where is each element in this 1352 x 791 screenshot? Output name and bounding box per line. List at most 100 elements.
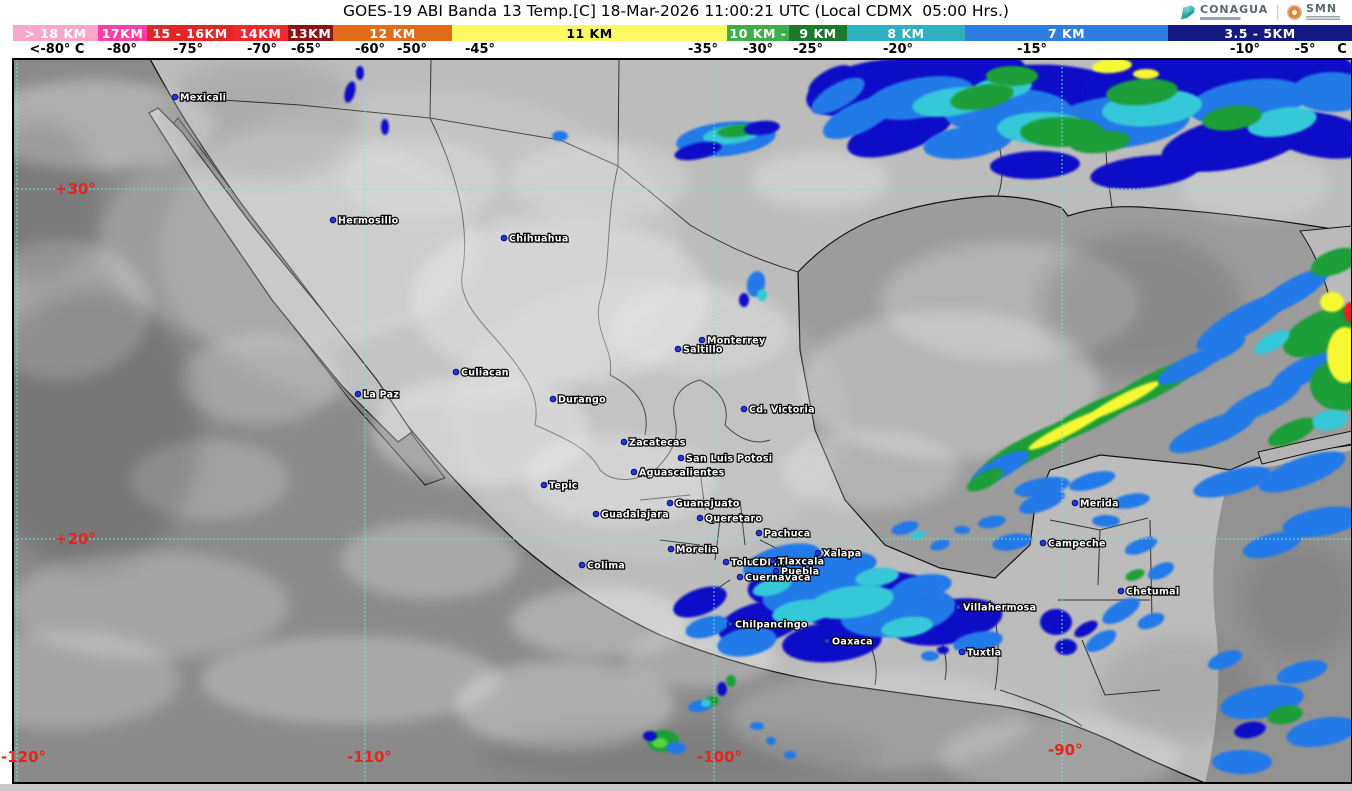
city-marker-dot — [578, 561, 586, 569]
cloud-cell-green — [1283, 306, 1352, 358]
cloud-cell-navy — [1234, 721, 1266, 739]
clear-air-patch — [1040, 235, 1240, 375]
colorbar-segment: 9 KM — [789, 25, 847, 41]
city-marker-dot — [540, 481, 548, 489]
temperature-tick-label: -60° — [355, 42, 385, 57]
clear-air-patch — [160, 60, 360, 180]
colorbar-segment: 15 - 16KM — [147, 25, 233, 41]
cloud-cell-navy — [381, 119, 389, 135]
longitude-label: -100° — [697, 748, 742, 766]
cloud-cell-blue — [1255, 268, 1329, 316]
cloud-cell-cyan — [1247, 106, 1317, 138]
colorbar-segment: 14KM — [233, 25, 288, 41]
smn-logo: SMN — [1287, 3, 1340, 21]
city-marker-dot — [696, 514, 704, 522]
city-label: Xalapa — [823, 549, 861, 560]
city-marker-dot — [722, 558, 730, 566]
city-marker-dot — [171, 93, 179, 101]
cloud-cell-yellow — [1092, 59, 1132, 74]
cloud-cell-navy — [1055, 639, 1077, 655]
city-label: Culiacan — [461, 368, 509, 379]
city-marker-dot — [329, 216, 337, 224]
cloud-cell-green — [1125, 569, 1145, 581]
cloud-cell-green — [1070, 130, 1130, 154]
city-label: Guadalajara — [601, 510, 669, 521]
clear-air-patch — [1240, 540, 1352, 660]
temperature-tick-label: -30° — [743, 42, 773, 57]
cloud-cell-blue — [1282, 506, 1352, 538]
temperature-tick-label: -5° — [1294, 42, 1316, 57]
city-label: Monterrey — [707, 336, 766, 347]
city-marker-dot — [1117, 587, 1125, 595]
city-marker-dot — [592, 510, 600, 518]
temperature-tick-label: -10° — [1230, 42, 1260, 57]
conagua-logo: CONAGUA — [1181, 4, 1268, 20]
cloud-cell-navy — [990, 150, 1080, 180]
cloud-wisp — [940, 715, 1180, 783]
city-marker-dot — [954, 603, 962, 611]
cloud-cell-blue — [891, 521, 919, 535]
city-marker-dot — [814, 549, 822, 557]
temperature-tick-label: -25° — [793, 42, 823, 57]
cuba — [1257, 430, 1352, 465]
temperature-tick-label: -45° — [465, 42, 495, 57]
temperature-tick-label: -20° — [883, 42, 913, 57]
city-marker-dot — [500, 234, 508, 242]
city-marker-dot — [823, 637, 831, 645]
temperature-scale-row: <-80° C -80° -75° -70° -65° -60° -50° -45° -35° -… — [0, 41, 1352, 58]
city-labels-layer: Mexicali Hermosillo Chihuahua La Paz Culiaca… — [171, 91, 1180, 660]
city-marker-dot — [1071, 499, 1079, 507]
cloud-cell-blue — [930, 539, 950, 551]
cloud-cell-blue — [750, 722, 764, 730]
cloud-wisp — [450, 280, 850, 560]
cloud-cell-cyan — [881, 616, 933, 638]
smn-gear-icon — [1287, 4, 1302, 20]
temperature-tick-label: -35° — [688, 42, 718, 57]
cloud-cell-navy — [674, 141, 722, 161]
city-label: Chilpancingo — [735, 620, 808, 631]
city-marker-dot — [736, 573, 744, 581]
conagua-logo-subtitle-bar — [1200, 17, 1258, 20]
city-marker-dot — [674, 345, 682, 353]
cloud-cell-navy — [643, 731, 657, 741]
cloud-cell-cyan — [701, 699, 711, 707]
cloud-cell-blue — [766, 737, 776, 745]
map-frame — [12, 58, 1352, 784]
cloud-cell-blue — [953, 631, 1003, 653]
cloud-cell-navy — [717, 682, 727, 696]
city-label: Puebla — [781, 567, 819, 578]
clear-air-patch — [13, 290, 200, 570]
cloud-height-colorbar: > 18 KM 17KM 15 - 16KM 14KM 13KM 12 KM 11 KM 10… — [0, 25, 1352, 41]
longitude-label: -110° — [347, 748, 392, 766]
latitude-label: +30° — [55, 180, 96, 198]
cloud-cell-yellow — [1327, 327, 1352, 383]
city-label: Colima — [587, 561, 625, 572]
cloud-cell-blue — [1014, 476, 1070, 498]
colorbar-segment: 11 KM — [452, 25, 727, 41]
cloud-cell-green — [1311, 247, 1352, 277]
cloud-cell-green — [950, 83, 1014, 111]
cloud-cell-cyan — [1312, 409, 1348, 431]
cloud-cell-navy — [739, 293, 749, 307]
cloud-wisp — [200, 635, 500, 725]
city-label: Guanajuato — [675, 499, 740, 510]
clear-air-patch — [480, 725, 880, 783]
coordinate-labels-layer: +30° +20° -120° -110° -100° -90° — [1, 180, 1083, 766]
cloud-cell-navy — [847, 106, 953, 158]
smn-logo-subtitle-bar — [1306, 16, 1340, 21]
cloud-cell-navy — [1090, 155, 1200, 189]
cloud-cell-navy — [1040, 609, 1072, 635]
smn-logo-text: SMN — [1306, 2, 1338, 15]
city-label: Toluca — [731, 558, 767, 569]
cloud-cell-blue — [1258, 451, 1346, 493]
city-marker-dot — [772, 567, 780, 575]
city-label: La Paz — [363, 390, 399, 401]
agency-logos: CONAGUA | SMN — [1177, 1, 1344, 23]
cloud-cell-blue — [992, 533, 1032, 551]
clear-air-patch — [13, 120, 100, 280]
cloud-cell-green — [986, 66, 1038, 86]
colorbar-segment: 17KM — [98, 25, 147, 41]
cloud-cell-navy — [744, 120, 780, 136]
title-bar: GOES-19 ABI Banda 13 Temp.[C] 18-Mar-202… — [0, 0, 1352, 24]
